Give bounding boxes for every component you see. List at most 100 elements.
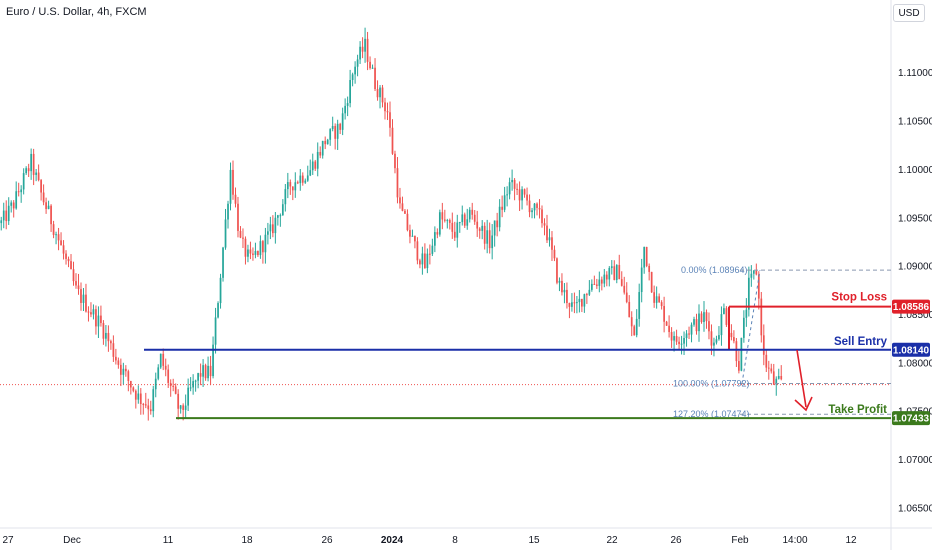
- candle-body: [82, 294, 85, 303]
- candle-body: [563, 289, 566, 293]
- candle-body: [50, 205, 52, 225]
- price-tick-label: 1.11000: [898, 68, 932, 79]
- candle-body: [379, 87, 381, 98]
- candle-body: [254, 251, 257, 255]
- candle-body: [755, 270, 758, 275]
- candle-body: [757, 274, 760, 299]
- candle-body: [389, 112, 391, 128]
- candle-body: [112, 343, 115, 357]
- candle-body: [700, 313, 703, 323]
- candle-body: [688, 333, 690, 335]
- candle-body: [5, 210, 8, 222]
- fib-label-127: 127.20% (1.07474): [673, 409, 750, 419]
- candle-body: [635, 318, 638, 336]
- time-tick-label: 26: [670, 535, 682, 546]
- candle-body: [747, 277, 750, 310]
- candle-body: [473, 214, 476, 222]
- candle-body: [578, 298, 581, 303]
- candle-body: [536, 203, 538, 208]
- candle-body: [595, 284, 598, 286]
- take-profit-level[interactable]: Take Profit: [176, 404, 891, 420]
- candle-body: [95, 309, 97, 327]
- sell-entry-level[interactable]: Sell Entry: [144, 336, 891, 351]
- candle-body: [149, 409, 152, 412]
- candle-body: [618, 265, 621, 280]
- candle-body: [329, 129, 332, 140]
- candle-body: [336, 123, 339, 139]
- candle-body: [416, 241, 419, 261]
- candle-body: [605, 274, 608, 280]
- candle-body: [633, 326, 636, 336]
- candle-body: [52, 224, 55, 235]
- candle-body: [162, 353, 165, 366]
- candle-body: [374, 67, 376, 90]
- candle-body: [192, 381, 194, 388]
- candle-body: [90, 312, 92, 315]
- time-tick-label: 26: [321, 535, 333, 546]
- candle-body: [725, 308, 728, 325]
- candle-body: [194, 380, 197, 382]
- candle-body: [57, 234, 60, 241]
- candle-body: [219, 277, 222, 304]
- price-tick-label: 1.06500: [898, 503, 932, 514]
- take-profit-label: Take Profit: [828, 404, 887, 416]
- candle-body: [461, 214, 464, 223]
- candle-body: [683, 337, 685, 344]
- candle-body: [2, 210, 5, 221]
- currency-button[interactable]: USD: [893, 4, 925, 22]
- candle-body: [137, 393, 140, 400]
- candle-body: [42, 192, 45, 203]
- candle-body: [299, 175, 302, 184]
- candle-body: [730, 332, 733, 338]
- candle-body: [10, 202, 13, 206]
- time-axis[interactable]: 27 Dec 11 18 26 2024 8 15 22 26 Feb 14:00 12: [2, 535, 857, 546]
- candle-body: [738, 361, 740, 371]
- candle-body: [274, 217, 277, 234]
- candle-body: [409, 230, 411, 237]
- candle-body: [60, 240, 62, 246]
- candle-body: [62, 245, 65, 254]
- candle-body: [780, 376, 783, 380]
- candle-body: [698, 313, 700, 332]
- candle-body: [284, 189, 287, 205]
- candle-body: [643, 246, 646, 268]
- candle-body: [478, 228, 481, 231]
- stop-loss-level[interactable]: Stop Loss: [728, 292, 891, 350]
- candle-body: [576, 302, 578, 304]
- candle-body: [428, 253, 431, 255]
- candle-body: [37, 172, 40, 181]
- candle-body: [169, 382, 172, 386]
- price-axis[interactable]: 1.11000 1.10500 1.10000 1.09500 1.09000 1.085…: [898, 68, 932, 514]
- candle-body: [600, 279, 603, 284]
- candle-body: [750, 273, 753, 278]
- candle-body: [720, 314, 723, 336]
- candle-body: [448, 220, 451, 223]
- candle-body: [22, 173, 25, 190]
- candle-body: [376, 89, 379, 98]
- candle-body: [498, 206, 501, 228]
- candle-body: [518, 189, 521, 201]
- candle-body: [767, 367, 770, 369]
- candle-body: [675, 336, 678, 342]
- candle-body: [394, 153, 396, 169]
- candle-body: [399, 197, 401, 204]
- candle-body: [341, 113, 344, 130]
- candle-body: [625, 292, 628, 302]
- candle-body: [665, 321, 668, 326]
- fibonacci-extension[interactable]: 0.00% (1.08964) 100.00% (1.07792) 127.20…: [673, 265, 891, 419]
- candle-body: [159, 353, 162, 368]
- candle-body: [740, 337, 743, 371]
- candle-body: [690, 324, 693, 335]
- candle-body: [139, 393, 142, 405]
- stop-loss-label: Stop Loss: [831, 292, 887, 304]
- candle-body: [182, 405, 185, 410]
- candle-body: [164, 365, 167, 370]
- candle-body: [528, 200, 531, 213]
- candle-body: [431, 245, 434, 254]
- candle-body: [488, 230, 491, 249]
- candle-body: [585, 294, 588, 296]
- candle-body: [15, 191, 18, 209]
- price-tick-label: 1.09500: [898, 213, 932, 224]
- candle-body: [419, 260, 421, 265]
